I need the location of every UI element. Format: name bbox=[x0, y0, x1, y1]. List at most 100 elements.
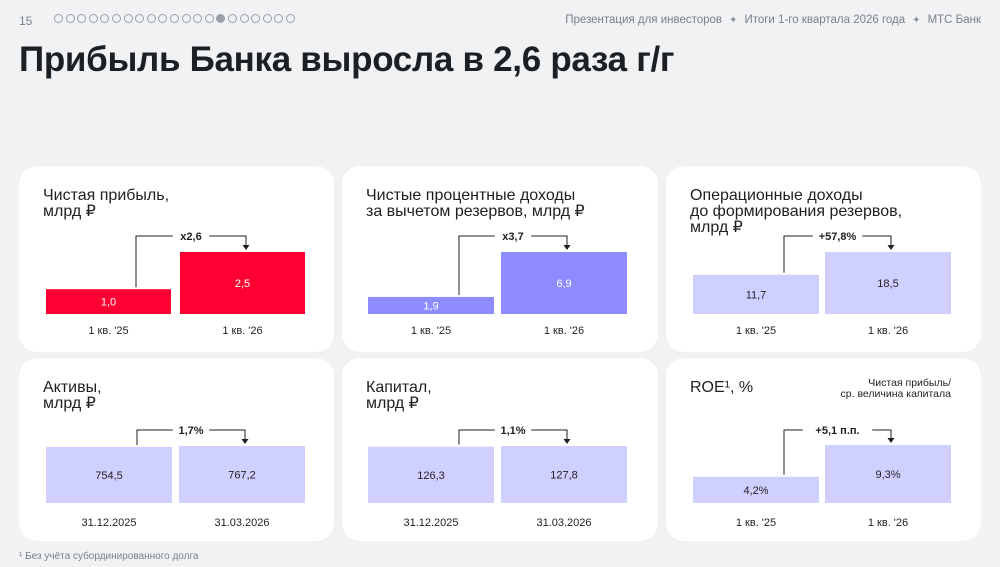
assets-card: Активы, млрд ₽ 754,5 31.12.2025 767,2 31.03.2… bbox=[19, 358, 334, 541]
category-label: 31.12.2025 bbox=[403, 517, 458, 529]
bar bbox=[693, 476, 819, 503]
bar-value-label: 767,2 bbox=[228, 470, 256, 482]
change-connector: x2,6 bbox=[135, 231, 250, 288]
arrow-down-icon bbox=[887, 245, 895, 250]
bar-value-label: 6,9 bbox=[556, 278, 571, 290]
bar-value-label: 754,5 bbox=[95, 470, 123, 482]
arrow-down-icon bbox=[242, 245, 250, 250]
sparkle-icon: ✦ bbox=[912, 14, 921, 26]
chart-subtitle-line: ср. величина капитала bbox=[840, 388, 951, 400]
bar bbox=[825, 252, 951, 314]
category-label: 1 кв. '26 bbox=[544, 325, 584, 337]
bar bbox=[368, 446, 494, 503]
pager-dot[interactable] bbox=[100, 14, 110, 23]
pager-dot[interactable] bbox=[111, 14, 121, 23]
category-label: 1 кв. '26 bbox=[868, 325, 908, 337]
chart-title: Операционные доходы до формирования резер… bbox=[690, 188, 902, 236]
category-label: 1 кв. '25 bbox=[736, 325, 776, 337]
pager-dot[interactable] bbox=[54, 14, 63, 23]
chart-title-line: Капитал, bbox=[366, 379, 432, 396]
bar-chart: 754,5 31.12.2025 767,2 31.03.2026 1,7% bbox=[46, 425, 305, 529]
page-title: Прибыль Банка выросла в 2,6 раза г/г bbox=[19, 40, 675, 79]
bar-chart: 4,2% 1 кв. '25 9,3% 1 кв. '26 +5,1 п.п. bbox=[693, 425, 951, 529]
breadcrumb-item[interactable]: Презентация для инвесторов bbox=[565, 14, 723, 26]
bar-value-label: 2,5 bbox=[235, 278, 250, 290]
pager-dot-active[interactable] bbox=[216, 14, 226, 23]
net-profit-card: Чистая прибыль, млрд ₽ 1,0 1 кв. '25 2,5 1 кв… bbox=[19, 166, 334, 352]
breadcrumb-item[interactable]: Итоги 1-го квартала 2026 года bbox=[744, 14, 906, 26]
pager-dot[interactable] bbox=[227, 14, 237, 23]
change-connector: +5,1 п.п. bbox=[783, 425, 895, 475]
breadcrumb-item[interactable]: МТС Банк bbox=[927, 14, 981, 26]
pager-dot[interactable] bbox=[193, 14, 203, 23]
bar bbox=[501, 252, 627, 314]
top-bar: 15 Презентация для инвесторов ✦ Итоги 1-… bbox=[0, 0, 1000, 40]
net-interest-income-card: Чистые процентные доходы за вычетом резер… bbox=[342, 166, 658, 352]
arrow-down-icon bbox=[241, 439, 249, 444]
bar bbox=[368, 296, 494, 314]
arrow-down-icon bbox=[887, 438, 895, 443]
pager-dot[interactable] bbox=[274, 14, 284, 23]
chart-title: Активы, млрд ₽ bbox=[43, 380, 102, 412]
category-label: 31.12.2025 bbox=[81, 517, 136, 529]
bar-value-label: 18,5 bbox=[877, 278, 898, 290]
pager-dot[interactable] bbox=[65, 14, 75, 23]
chart-title: Чистые процентные доходы за вычетом резер… bbox=[366, 188, 585, 220]
bar bbox=[693, 274, 819, 314]
pager-dot[interactable] bbox=[123, 14, 133, 23]
pager-dot[interactable] bbox=[181, 14, 191, 23]
chart-title-line: млрд ₽ bbox=[366, 395, 419, 412]
chart-title-line: млрд ₽ bbox=[690, 219, 743, 236]
bar-chart: 126,3 31.12.2025 127,8 31.03.2026 1,1% bbox=[368, 425, 627, 529]
chart-title-line: Активы, bbox=[43, 379, 102, 396]
bar-value-label: 127,8 bbox=[550, 470, 578, 482]
pager-dot[interactable] bbox=[158, 14, 168, 23]
arrow-down-icon bbox=[563, 245, 571, 250]
operating-income-card: Операционные доходы до формирования резер… bbox=[666, 166, 981, 352]
pager-dot[interactable] bbox=[285, 14, 295, 23]
sparkle-icon: ✦ bbox=[729, 14, 738, 26]
breadcrumb: Презентация для инвесторов ✦ Итоги 1-го … bbox=[565, 14, 981, 26]
bar-chart: 11,7 1 кв. '25 18,5 1 кв. '26 +57,8% bbox=[693, 231, 951, 337]
bar bbox=[179, 446, 305, 503]
chart-title-line: Чистая прибыль, bbox=[43, 187, 170, 204]
pager-dot[interactable] bbox=[262, 14, 272, 23]
pager-dot[interactable] bbox=[204, 14, 214, 23]
page-number: 15 bbox=[19, 14, 33, 28]
pager-dot[interactable] bbox=[135, 14, 145, 23]
chart-title: ROE¹, % bbox=[690, 380, 753, 396]
category-label: 31.03.2026 bbox=[214, 517, 269, 529]
pager-dot[interactable] bbox=[77, 14, 87, 23]
change-label: 1,7% bbox=[178, 425, 203, 437]
category-label: 1 кв. '26 bbox=[868, 517, 908, 529]
arrow-down-icon bbox=[563, 439, 571, 444]
pager-dot[interactable] bbox=[169, 14, 179, 23]
pager-dot[interactable] bbox=[251, 14, 261, 23]
chart-title-line: млрд ₽ bbox=[43, 203, 96, 220]
capital-card: Капитал, млрд ₽ 126,3 31.12.2025 127,8 31.03.… bbox=[342, 358, 658, 541]
change-label: 1,1% bbox=[500, 425, 525, 437]
change-connector: 1,1% bbox=[458, 425, 571, 445]
chart-subtitle: Чистая прибыль/ср. величина капитала bbox=[841, 378, 951, 400]
chart-title-line: до формирования резервов, bbox=[690, 203, 903, 220]
pager-dot[interactable] bbox=[88, 14, 98, 23]
pager-dot[interactable] bbox=[239, 14, 249, 23]
bar bbox=[46, 446, 172, 503]
chart-title: Капитал, млрд ₽ bbox=[366, 380, 432, 412]
bar-value-label: 126,3 bbox=[417, 470, 445, 482]
change-label: +5,1 п.п. bbox=[815, 425, 859, 437]
change-label: x2,6 bbox=[180, 231, 201, 243]
bar-value-label: 1,0 bbox=[101, 297, 116, 309]
bar-value-label: 9,3% bbox=[875, 469, 900, 481]
chart-title-line: за вычетом резервов, млрд ₽ bbox=[366, 203, 585, 220]
bar-value-label: 4,2% bbox=[743, 485, 768, 497]
bar-chart: 1,0 1 кв. '25 2,5 1 кв. '26 x2,6 bbox=[46, 231, 305, 337]
change-label: +57,8% bbox=[819, 231, 857, 243]
chart-title-line: Чистые процентные доходы bbox=[366, 187, 576, 204]
category-label: 1 кв. '25 bbox=[411, 325, 451, 337]
bar bbox=[180, 252, 305, 314]
bar-value-label: 1,9 bbox=[423, 300, 438, 312]
pager-dot[interactable] bbox=[146, 14, 156, 23]
chart-title-line: ROE¹, % bbox=[690, 379, 754, 396]
bar bbox=[825, 445, 951, 503]
